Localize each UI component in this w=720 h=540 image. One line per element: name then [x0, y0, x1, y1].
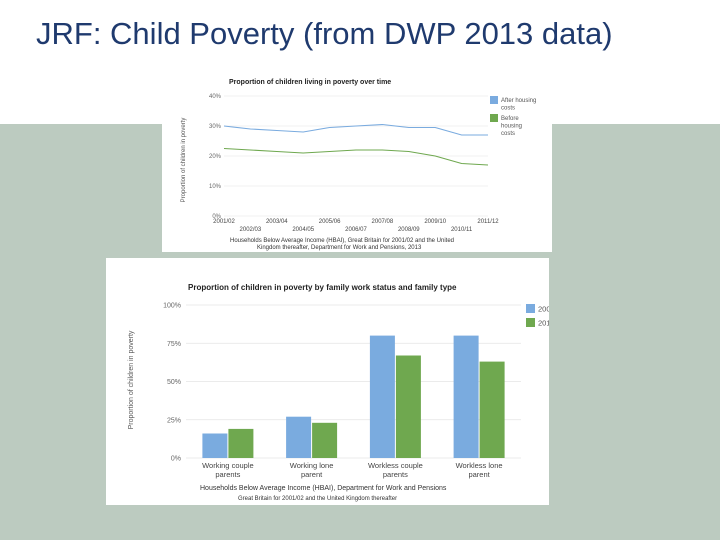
line-chart-legend-label: housing [501, 124, 522, 130]
line-chart-legend-label: After housing [501, 98, 536, 104]
line-chart-y-tick-label: 20% [209, 154, 222, 160]
line-chart-legend-swatch [490, 114, 498, 122]
line-chart-x-tick-label: 2004/05 [292, 227, 314, 233]
bar-chart-bar-2011-12-0 [228, 428, 254, 458]
line-chart-x-tick-label: 2001/02 [213, 219, 235, 225]
bar-chart-legend-swatch [526, 304, 535, 313]
slide-title: JRF: Child Poverty (from DWP 2013 data) [36, 16, 613, 51]
line-chart-y-tick-label: 0% [212, 214, 221, 220]
line-chart-source-line-2: Kingdom thereafter, Department for Work … [257, 245, 422, 251]
line-chart: Proportion of children living in poverty… [181, 79, 536, 251]
bar-chart-y-tick-label: 0% [171, 456, 181, 463]
bar-chart-x-tick-label: parents [383, 470, 408, 479]
line-chart-series-after-housing [223, 123, 488, 136]
line-chart-y-tick-label: 40% [209, 94, 222, 100]
bar-chart-y-tick-label: 75% [167, 341, 181, 348]
line-chart-x-tick-label: 2003/04 [266, 219, 288, 225]
bar-chart-source-line-2: Great Britain for 2001/02 and the United… [238, 496, 397, 502]
bar-chart-bar-2001-02-2 [369, 335, 395, 458]
bar-chart-y-tick-label: 25% [167, 417, 181, 424]
line-chart-x-tick-label: 2005/06 [319, 219, 341, 225]
bar-chart-legend-label: 2011/12 [538, 319, 549, 328]
line-chart-y-tick-label: 10% [209, 184, 222, 190]
bar-chart-panel: Proportion of children in poverty by fam… [106, 258, 549, 505]
line-chart-x-tick-label: 2007/08 [372, 219, 394, 225]
bar-chart-bar-2011-12-3 [479, 361, 505, 458]
line-chart-x-tick-label: 2008/09 [398, 227, 420, 233]
bar-chart-source-line-1: Households Below Average Income (HBAI), … [200, 485, 447, 492]
bar-chart-bar-2011-12-1 [312, 422, 338, 458]
line-chart-x-tick-label: 2009/10 [424, 219, 446, 225]
line-chart-y-axis-label: Proportion of children in poverty [181, 118, 187, 203]
line-chart-legend-label: costs [501, 106, 515, 112]
bar-chart-legend-label: 2001/02 [538, 305, 549, 314]
line-chart-legend-swatch [490, 96, 498, 104]
bar-chart-x-tick-label: parent [301, 470, 323, 479]
bar-chart-x-tick-label: Working lone [290, 461, 334, 470]
line-chart-legend-label: costs [501, 131, 515, 137]
bar-chart-y-tick-label: 100% [163, 303, 181, 310]
line-chart-legend-label: Before [501, 116, 519, 122]
line-chart-x-tick-label: 2010/11 [451, 227, 473, 233]
line-chart-x-tick-label: 2011/12 [477, 219, 499, 225]
line-chart-x-tick-label: 2006/07 [345, 227, 367, 233]
bar-chart-bar-2001-02-3 [453, 335, 479, 458]
bar-chart-x-tick-label: Workless couple [368, 461, 423, 470]
bar-chart-x-tick-label: Workless lone [456, 461, 503, 470]
line-chart-title: Proportion of children living in poverty… [229, 79, 391, 86]
line-chart-series-before-housing [223, 147, 489, 166]
bar-chart-x-tick-label: parents [215, 470, 240, 479]
bar-chart-y-tick-label: 50% [167, 379, 181, 386]
bar-chart-title: Proportion of children in poverty by fam… [188, 283, 457, 292]
bar-chart-x-tick-label: parent [468, 470, 490, 479]
bar-chart-y-axis-label: Proportion of children in poverty [128, 330, 135, 429]
bar-chart-bar-2001-02-0 [202, 433, 228, 458]
bar-chart: Proportion of children in poverty by fam… [128, 283, 549, 502]
line-chart-x-tick-label: 2002/03 [240, 227, 262, 233]
bar-chart-bar-2011-12-2 [395, 355, 421, 458]
line-chart-y-tick-label: 30% [209, 124, 222, 130]
bar-chart-bar-2001-02-1 [286, 416, 312, 458]
bar-chart-x-tick-label: Working couple [202, 461, 254, 470]
line-chart-panel: Proportion of children living in poverty… [162, 72, 552, 252]
bar-chart-legend-swatch [526, 318, 535, 327]
line-chart-source-line-1: Households Below Average Income (HBAI), … [230, 238, 454, 244]
